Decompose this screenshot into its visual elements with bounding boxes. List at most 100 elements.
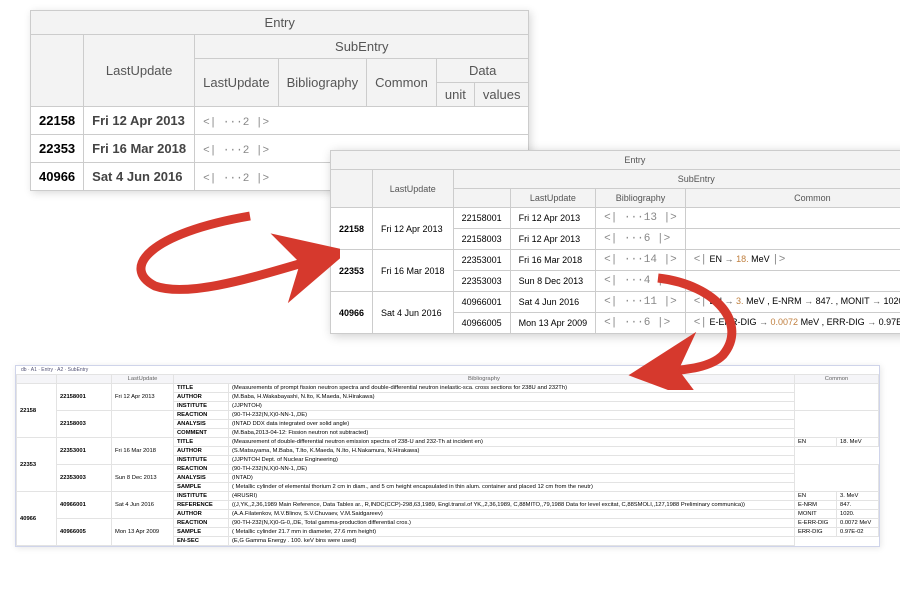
bot-field-value: (INTAD DDX data integrated over solid an… (229, 420, 795, 429)
pager-control[interactable]: <| ···6 |> (604, 233, 670, 245)
bot-sub-lu: Sat 4 Jun 2016 (112, 492, 174, 519)
bot-sub-id[interactable]: 22353001 (57, 438, 112, 465)
value-unit: MeV (801, 317, 820, 327)
value-number: 1020. (884, 296, 900, 306)
bot-field-key: TITLE (174, 384, 229, 393)
bot-field-key: ANALYSIS (174, 420, 229, 429)
bot-common-key: E-ERR-DIG (795, 519, 837, 528)
bot-field-key: REFERENCE (174, 501, 229, 510)
bot-field-value: (Measurement of double-differential neut… (229, 438, 795, 447)
top-row-id[interactable]: 22353 (31, 135, 84, 163)
bot-entry-id[interactable]: 22353 (17, 438, 57, 492)
mid-sub-id[interactable]: 40966005 (453, 313, 510, 334)
top-header-subentry: SubEntry (195, 35, 529, 59)
bot-field-value: ( Metallic cylinder 21.7 mm in diameter,… (229, 528, 795, 537)
mid-sub-lu: Fri 12 Apr 2013 (510, 229, 596, 250)
value-number: 0.97E-02 (879, 317, 900, 327)
bot-field-value: (JJPNTOH Dept. of Nuclear Engineering) (229, 456, 795, 465)
top-header-biblio: Bibliography (278, 59, 367, 107)
bot-sub-id[interactable]: 40966001 (57, 492, 112, 519)
top-header-common: Common (367, 59, 437, 107)
bot-common-key: MONIT (795, 510, 837, 519)
bot-sub-lu: Mon 13 Apr 2009 (112, 519, 174, 546)
mid-sub-id[interactable]: 22353001 (453, 250, 510, 271)
arrow-icon (100, 208, 340, 303)
top-header-sub-lastupdate: LastUpdate (195, 59, 279, 107)
mid-level-table: Entry LastUpdate SubEntry LastUpdate Bib… (330, 150, 900, 334)
mid-header-biblio: Bibliography (596, 189, 686, 208)
bot-field-value: (90-TH-232(N,X)0-G-0,,DE, Total gamma-pr… (229, 519, 795, 528)
bot-sub-id[interactable]: 22158001 (57, 384, 112, 411)
mid-sub-lu: Fri 16 Mar 2018 (510, 250, 596, 271)
bot-sub-lu (112, 411, 174, 438)
key-label: E-NRM (772, 296, 802, 306)
top-header-unit: unit (436, 83, 474, 107)
value-unit: MeV (751, 254, 770, 264)
bot-entry-id[interactable]: 40966 (17, 492, 57, 546)
key-label: MONIT (841, 296, 870, 306)
bot-field-value: (90-TH-232(N,X)0-NN-1,,DE) (229, 465, 795, 474)
bot-field-key: AUTHOR (174, 510, 229, 519)
top-row-id[interactable]: 40966 (31, 163, 84, 191)
bot-common-key: EN (795, 438, 837, 447)
mid-row-lu: Sat 4 Jun 2016 (373, 292, 454, 334)
bot-common-value: 0.97E-02 (837, 528, 879, 537)
pager-control[interactable]: <| ···2 |> (203, 145, 269, 157)
top-header-entry: Entry (31, 11, 529, 35)
bot-field-value: (M.Baba,2013-04-12: Fission neutron not … (229, 429, 795, 438)
arrow-icon (628, 270, 758, 390)
bot-header-lastupdate: LastUpdate (112, 375, 174, 384)
pager-control[interactable]: <| ···13 |> (604, 212, 677, 224)
bot-sub-id[interactable]: 22158003 (57, 411, 112, 438)
top-row-id[interactable]: 22158 (31, 107, 84, 135)
bot-entry-id[interactable]: 22158 (17, 384, 57, 438)
bot-common-empty (795, 465, 879, 492)
top-header-values: values (474, 83, 529, 107)
bot-sub-lu: Fri 12 Apr 2013 (112, 384, 174, 411)
mid-sub-id[interactable]: 22353003 (453, 271, 510, 292)
mid-sub-id[interactable]: 22158003 (453, 229, 510, 250)
bot-field-key: TITLE (174, 438, 229, 447)
pager-control[interactable]: <| ···2 |> (203, 173, 269, 185)
mid-sub-lu: Mon 13 Apr 2009 (510, 313, 596, 334)
bot-field-key: COMMENT (174, 429, 229, 438)
bot-header-common: Common (795, 375, 879, 384)
mid-row-lu: Fri 16 Mar 2018 (373, 250, 454, 292)
mid-header-lastupdate: LastUpdate (373, 170, 454, 208)
bot-field-key: ANALYSIS (174, 474, 229, 483)
bot-field-key: SAMPLE (174, 528, 229, 537)
mid-sub-id[interactable]: 22158001 (453, 208, 510, 229)
mid-sub-id[interactable]: 40966001 (453, 292, 510, 313)
pager-control[interactable]: <| ···2 |> (203, 117, 269, 129)
bot-field-key: REACTION (174, 411, 229, 420)
bot-common-value: 1020. (837, 510, 879, 519)
bot-field-key: AUTHOR (174, 393, 229, 402)
key-label: ERR-DIG (827, 317, 865, 327)
pager-control[interactable]: <| ···14 |> (604, 254, 677, 266)
bot-sub-lu: Sun 8 Dec 2013 (112, 465, 174, 492)
bot-sub-id[interactable]: 40966005 (57, 519, 112, 546)
bot-common-key: E-NRM (795, 501, 837, 510)
bot-field-key: AUTHOR (174, 447, 229, 456)
bot-sub-id[interactable]: 22353003 (57, 465, 112, 492)
top-row-lastupdate: Fri 12 Apr 2013 (84, 107, 195, 135)
bot-common-value: 847. (837, 501, 879, 510)
bot-common-value: 18. MeV (837, 438, 879, 447)
bot-field-value: (E,G Gamma Energy . 100. keV bins were u… (229, 537, 795, 546)
bot-field-value: (JJPNTOH) (229, 402, 795, 411)
bot-field-key: INSTITUTE (174, 456, 229, 465)
bot-field-key: REACTION (174, 465, 229, 474)
bot-common-key: ERR-DIG (795, 528, 837, 537)
bot-field-value: (90-TH-232(N,X)0-NN-1,,DE) (229, 411, 795, 420)
bot-field-value: (S.Matsuyama, M.Baba, T.Ito, K.Maeda, N.… (229, 447, 795, 456)
bot-common-value: 3. MeV (837, 492, 879, 501)
mid-sub-lu: Sat 4 Jun 2016 (510, 292, 596, 313)
key-label: EN (710, 254, 723, 264)
bot-field-value: (4RUSRI) (229, 492, 795, 501)
bot-common-empty (795, 411, 879, 438)
bot-common-key: EN (795, 492, 837, 501)
mid-sub-lu: Fri 12 Apr 2013 (510, 208, 596, 229)
bot-field-key: SAMPLE (174, 483, 229, 492)
bot-sub-lu: Fri 16 Mar 2018 (112, 438, 174, 465)
bot-field-key: INSTITUTE (174, 402, 229, 411)
